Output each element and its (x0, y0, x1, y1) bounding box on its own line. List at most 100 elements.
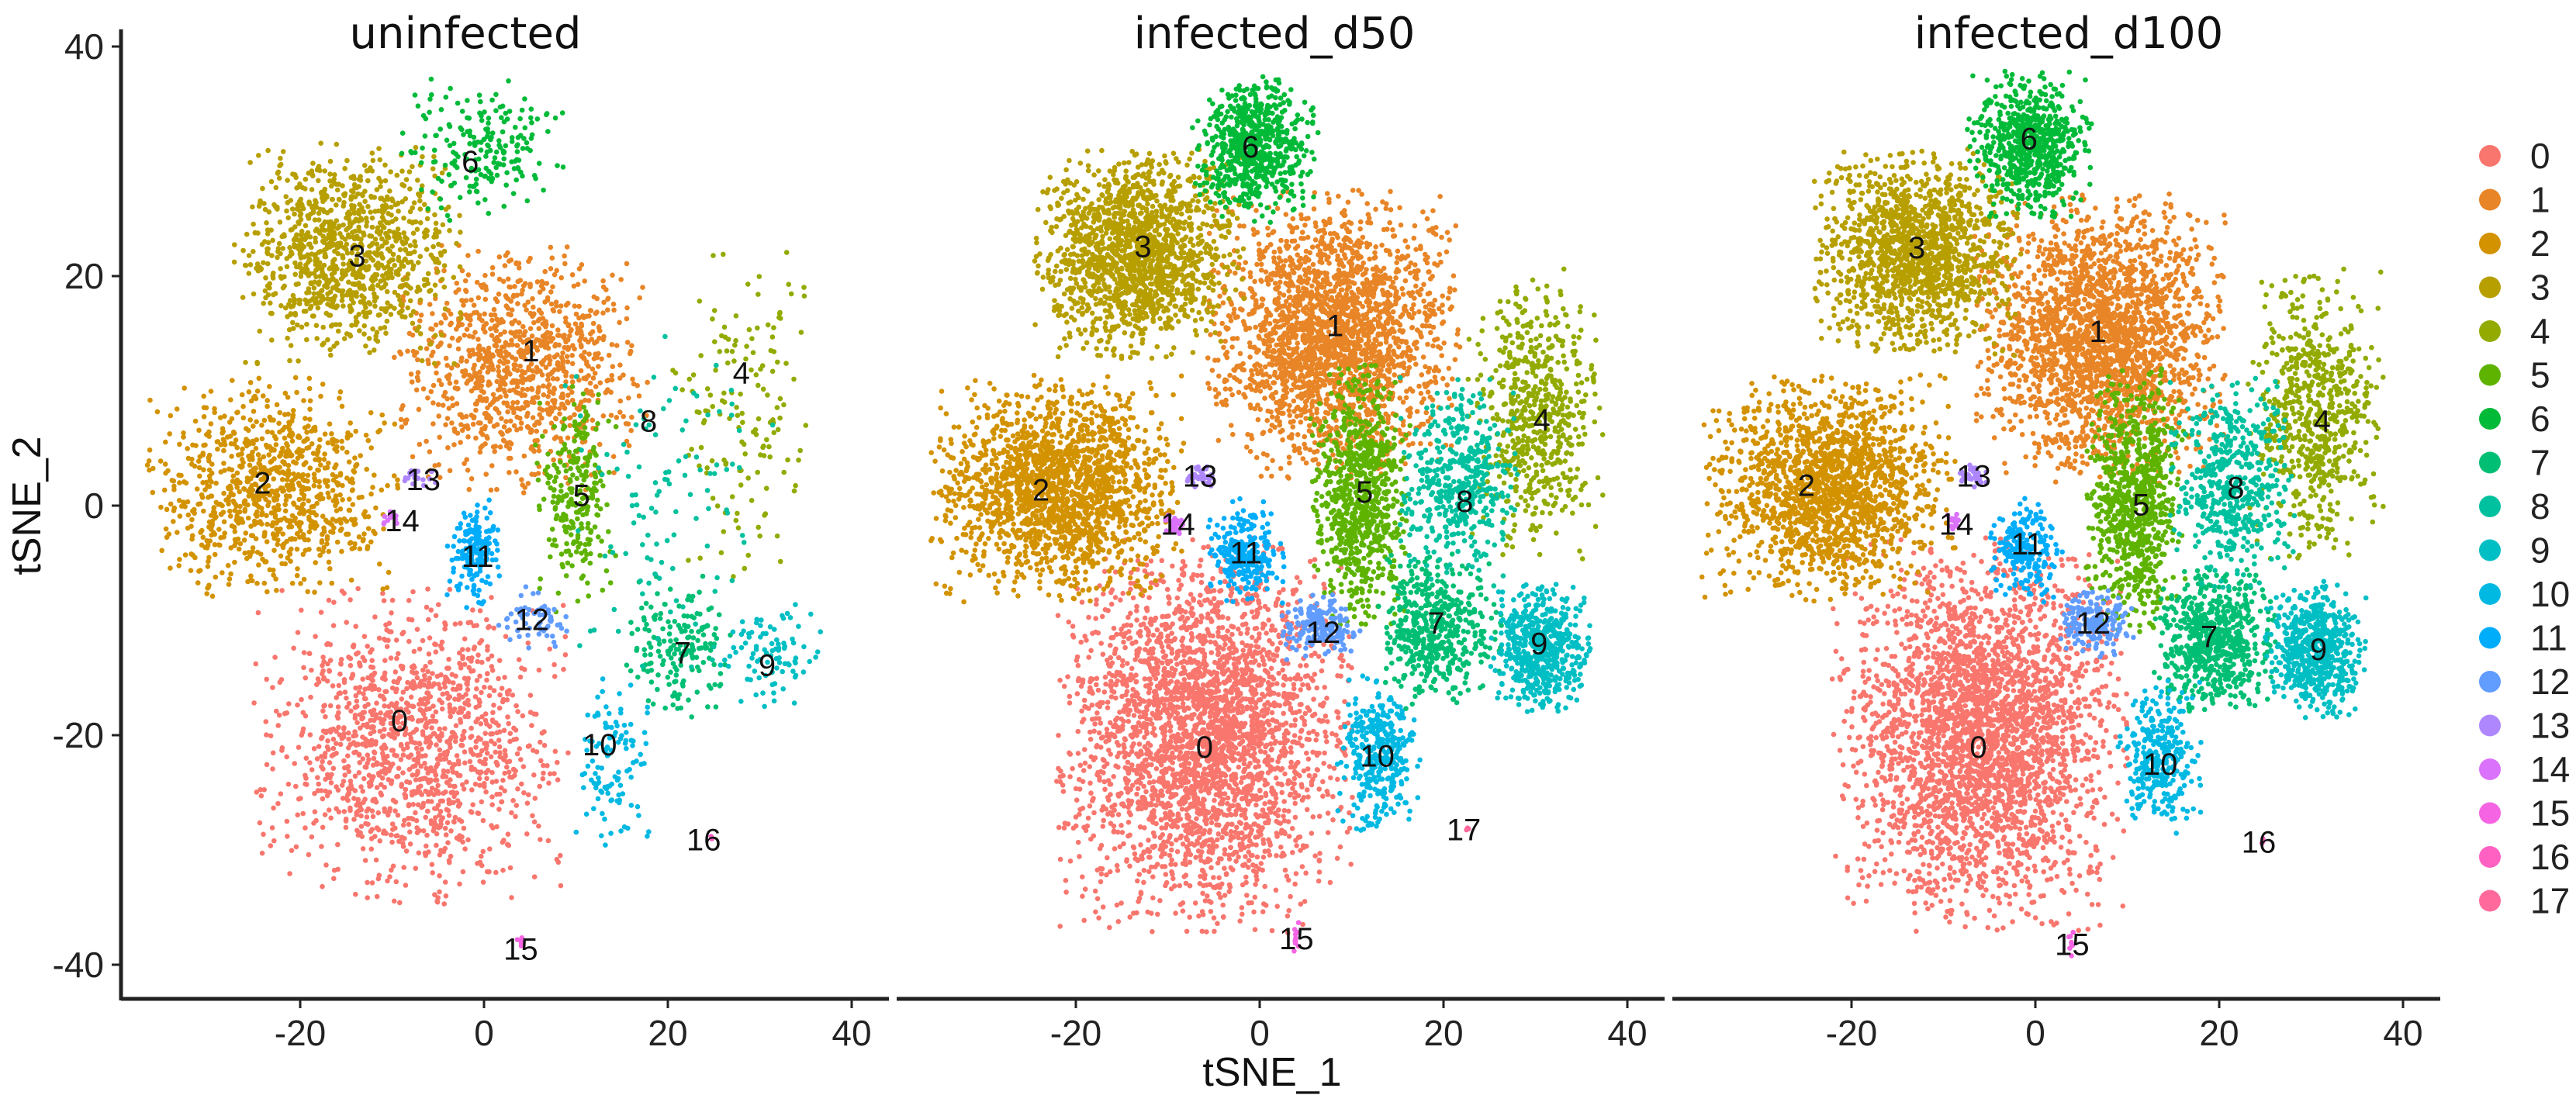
point (443, 422, 448, 427)
point (297, 497, 303, 503)
point (373, 333, 379, 339)
point (496, 364, 501, 370)
point (473, 744, 479, 750)
point (434, 742, 439, 748)
point (495, 173, 500, 178)
point (637, 295, 642, 301)
point (457, 213, 462, 219)
point (430, 870, 435, 876)
point (282, 436, 288, 441)
point (399, 182, 405, 188)
point (342, 516, 348, 522)
point (697, 555, 703, 561)
point (268, 227, 274, 233)
point (375, 894, 380, 900)
point (369, 836, 375, 841)
point (511, 737, 517, 742)
point (712, 308, 717, 313)
point (634, 646, 640, 651)
point (366, 264, 372, 269)
point (340, 782, 345, 788)
point (421, 113, 427, 119)
point (625, 340, 631, 345)
point (502, 438, 507, 444)
point (761, 387, 766, 392)
point (796, 458, 801, 463)
point (477, 92, 482, 98)
point (391, 798, 396, 803)
point (720, 398, 725, 403)
point (240, 404, 246, 409)
point (442, 750, 448, 755)
point (379, 229, 384, 234)
point (767, 454, 773, 460)
point (359, 293, 365, 299)
point (200, 480, 206, 485)
point (271, 275, 276, 281)
point (481, 879, 486, 885)
point (418, 331, 424, 337)
point (705, 704, 711, 710)
point (188, 551, 194, 557)
point (396, 201, 401, 206)
point (198, 530, 203, 535)
point (432, 361, 437, 366)
point (668, 670, 673, 675)
point (550, 323, 555, 329)
point (711, 496, 716, 501)
point (785, 458, 790, 463)
point (405, 291, 410, 296)
point (431, 383, 437, 389)
point (299, 697, 304, 703)
point (697, 612, 703, 617)
point (460, 840, 465, 845)
point (382, 677, 388, 682)
point (351, 734, 356, 739)
point (264, 719, 269, 724)
point (344, 696, 349, 701)
point (501, 838, 507, 843)
point (462, 637, 468, 642)
point (279, 275, 285, 281)
point (497, 693, 503, 698)
point (320, 382, 326, 387)
point (751, 350, 756, 355)
point (400, 666, 406, 672)
point (358, 685, 363, 690)
point (446, 797, 451, 803)
point (461, 132, 466, 137)
point (272, 655, 278, 660)
point (260, 510, 265, 516)
point (801, 285, 807, 290)
point (357, 770, 362, 776)
point (561, 164, 566, 170)
point (341, 727, 347, 732)
point (371, 814, 376, 820)
point (301, 665, 306, 671)
point (386, 264, 391, 269)
point (498, 105, 503, 110)
point (285, 834, 290, 839)
point (327, 549, 332, 554)
point (278, 517, 284, 523)
point (560, 364, 565, 369)
point (474, 310, 479, 316)
point (323, 478, 328, 484)
point (283, 194, 289, 199)
point (306, 499, 311, 504)
point (541, 333, 546, 339)
point (331, 599, 337, 605)
point (705, 544, 711, 549)
point (639, 606, 645, 611)
point (419, 313, 424, 318)
point (445, 445, 451, 451)
point (328, 816, 334, 821)
point (714, 704, 719, 710)
point (474, 623, 479, 628)
point (414, 388, 420, 393)
point (403, 196, 409, 202)
point (284, 755, 289, 760)
point (244, 530, 249, 536)
point (287, 871, 292, 876)
point (403, 883, 409, 888)
